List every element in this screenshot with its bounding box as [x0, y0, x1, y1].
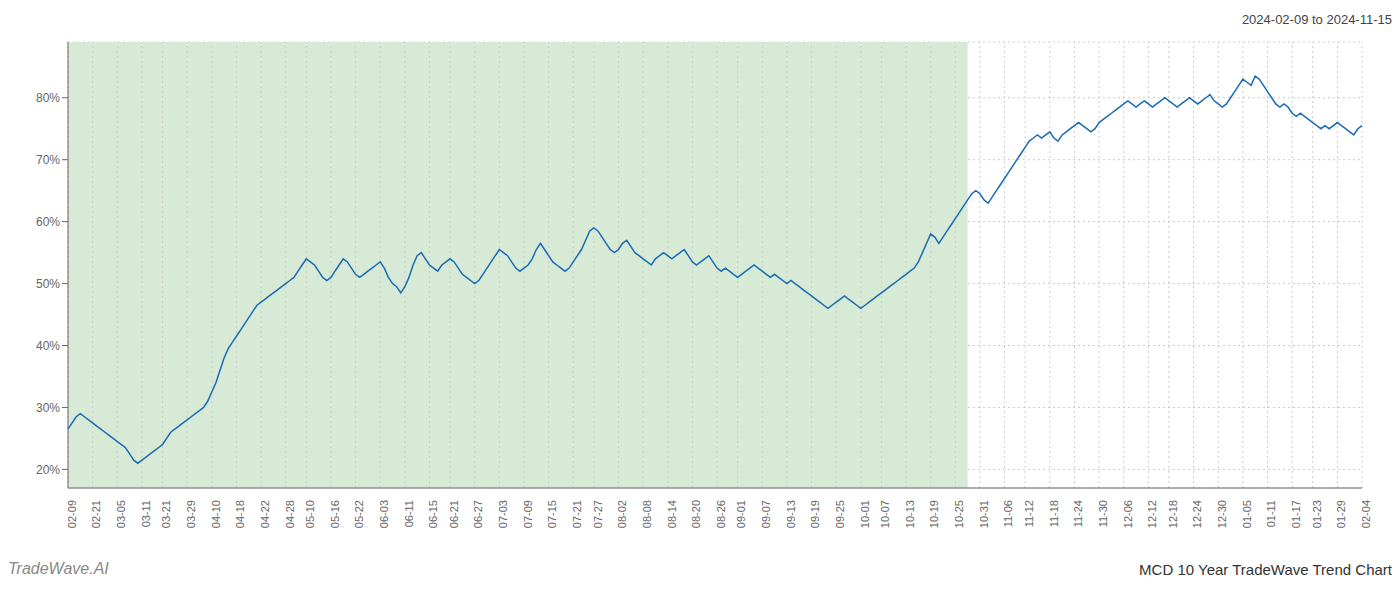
svg-text:07-27: 07-27: [592, 500, 604, 528]
svg-text:08-02: 08-02: [616, 500, 628, 528]
svg-text:12-18: 12-18: [1167, 500, 1179, 528]
svg-text:08-14: 08-14: [666, 500, 678, 528]
svg-text:07-15: 07-15: [546, 500, 558, 528]
svg-text:06-21: 06-21: [448, 500, 460, 528]
svg-text:10-25: 10-25: [953, 500, 965, 528]
svg-text:03-29: 03-29: [185, 500, 197, 528]
svg-text:04-10: 04-10: [210, 500, 222, 528]
svg-text:01-05: 01-05: [1241, 500, 1253, 528]
svg-text:05-16: 05-16: [329, 500, 341, 528]
svg-text:07-09: 07-09: [522, 500, 534, 528]
svg-text:50%: 50%: [36, 277, 60, 291]
svg-text:40%: 40%: [36, 339, 60, 353]
svg-text:09-25: 09-25: [834, 500, 846, 528]
svg-text:04-28: 04-28: [284, 500, 296, 528]
svg-text:03-21: 03-21: [160, 500, 172, 528]
svg-text:11-06: 11-06: [1002, 500, 1014, 527]
svg-text:12-24: 12-24: [1191, 500, 1203, 528]
svg-text:08-26: 08-26: [715, 500, 727, 528]
svg-text:05-22: 05-22: [353, 500, 365, 528]
svg-text:11-12: 11-12: [1023, 500, 1035, 527]
svg-text:01-23: 01-23: [1311, 500, 1323, 528]
html-text:2024-02-09 to 2024-11-15: 2024-02-09 to 2024-11-15: [1241, 12, 1392, 27]
svg-text:11-18: 11-18: [1048, 500, 1060, 527]
svg-text:08-08: 08-08: [641, 500, 653, 528]
html-text:MCD 10 Year TradeWave Trend Ch: MCD 10 Year TradeWave Trend Chart: [1139, 561, 1392, 578]
svg-text:08-20: 08-20: [690, 500, 702, 528]
svg-text:01-17: 01-17: [1290, 500, 1302, 528]
svg-text:02-09: 02-09: [66, 500, 78, 528]
svg-text:06-15: 06-15: [427, 500, 439, 528]
svg-text:11-30: 11-30: [1097, 500, 1109, 527]
svg-text:09-01: 09-01: [735, 500, 747, 528]
svg-text:01-29: 01-29: [1335, 500, 1347, 528]
svg-text:01-11: 01-11: [1265, 500, 1277, 527]
svg-text:11-24: 11-24: [1072, 500, 1084, 527]
svg-text:03-11: 03-11: [140, 500, 152, 527]
svg-text:10-13: 10-13: [904, 500, 916, 528]
svg-text:03-05: 03-05: [115, 500, 127, 528]
svg-text:20%: 20%: [36, 463, 60, 477]
svg-text:05-10: 05-10: [304, 500, 316, 528]
svg-text:10-01: 10-01: [859, 500, 871, 528]
svg-text:09-07: 09-07: [760, 500, 772, 528]
svg-text:06-27: 06-27: [472, 500, 484, 528]
svg-text:80%: 80%: [36, 91, 60, 105]
svg-text:09-19: 09-19: [809, 500, 821, 528]
svg-text:04-18: 04-18: [234, 500, 246, 528]
svg-text:09-13: 09-13: [785, 500, 797, 528]
svg-text:06-11: 06-11: [403, 500, 415, 527]
svg-text:30%: 30%: [36, 401, 60, 415]
svg-text:12-06: 12-06: [1122, 500, 1134, 528]
html-text:TradeWave.AI: TradeWave.AI: [8, 560, 109, 577]
svg-text:70%: 70%: [36, 153, 60, 167]
svg-text:06-03: 06-03: [378, 500, 390, 528]
svg-text:02-21: 02-21: [90, 500, 102, 528]
svg-text:10-07: 10-07: [879, 500, 891, 528]
svg-text:60%: 60%: [36, 215, 60, 229]
svg-text:10-31: 10-31: [978, 500, 990, 528]
svg-text:12-30: 12-30: [1216, 500, 1228, 528]
svg-text:02-04: 02-04: [1360, 500, 1372, 528]
svg-text:12-12: 12-12: [1146, 500, 1158, 528]
svg-text:10-19: 10-19: [928, 500, 940, 528]
svg-text:07-21: 07-21: [571, 500, 583, 528]
svg-text:04-22: 04-22: [259, 500, 271, 528]
svg-text:07-03: 07-03: [497, 500, 509, 528]
